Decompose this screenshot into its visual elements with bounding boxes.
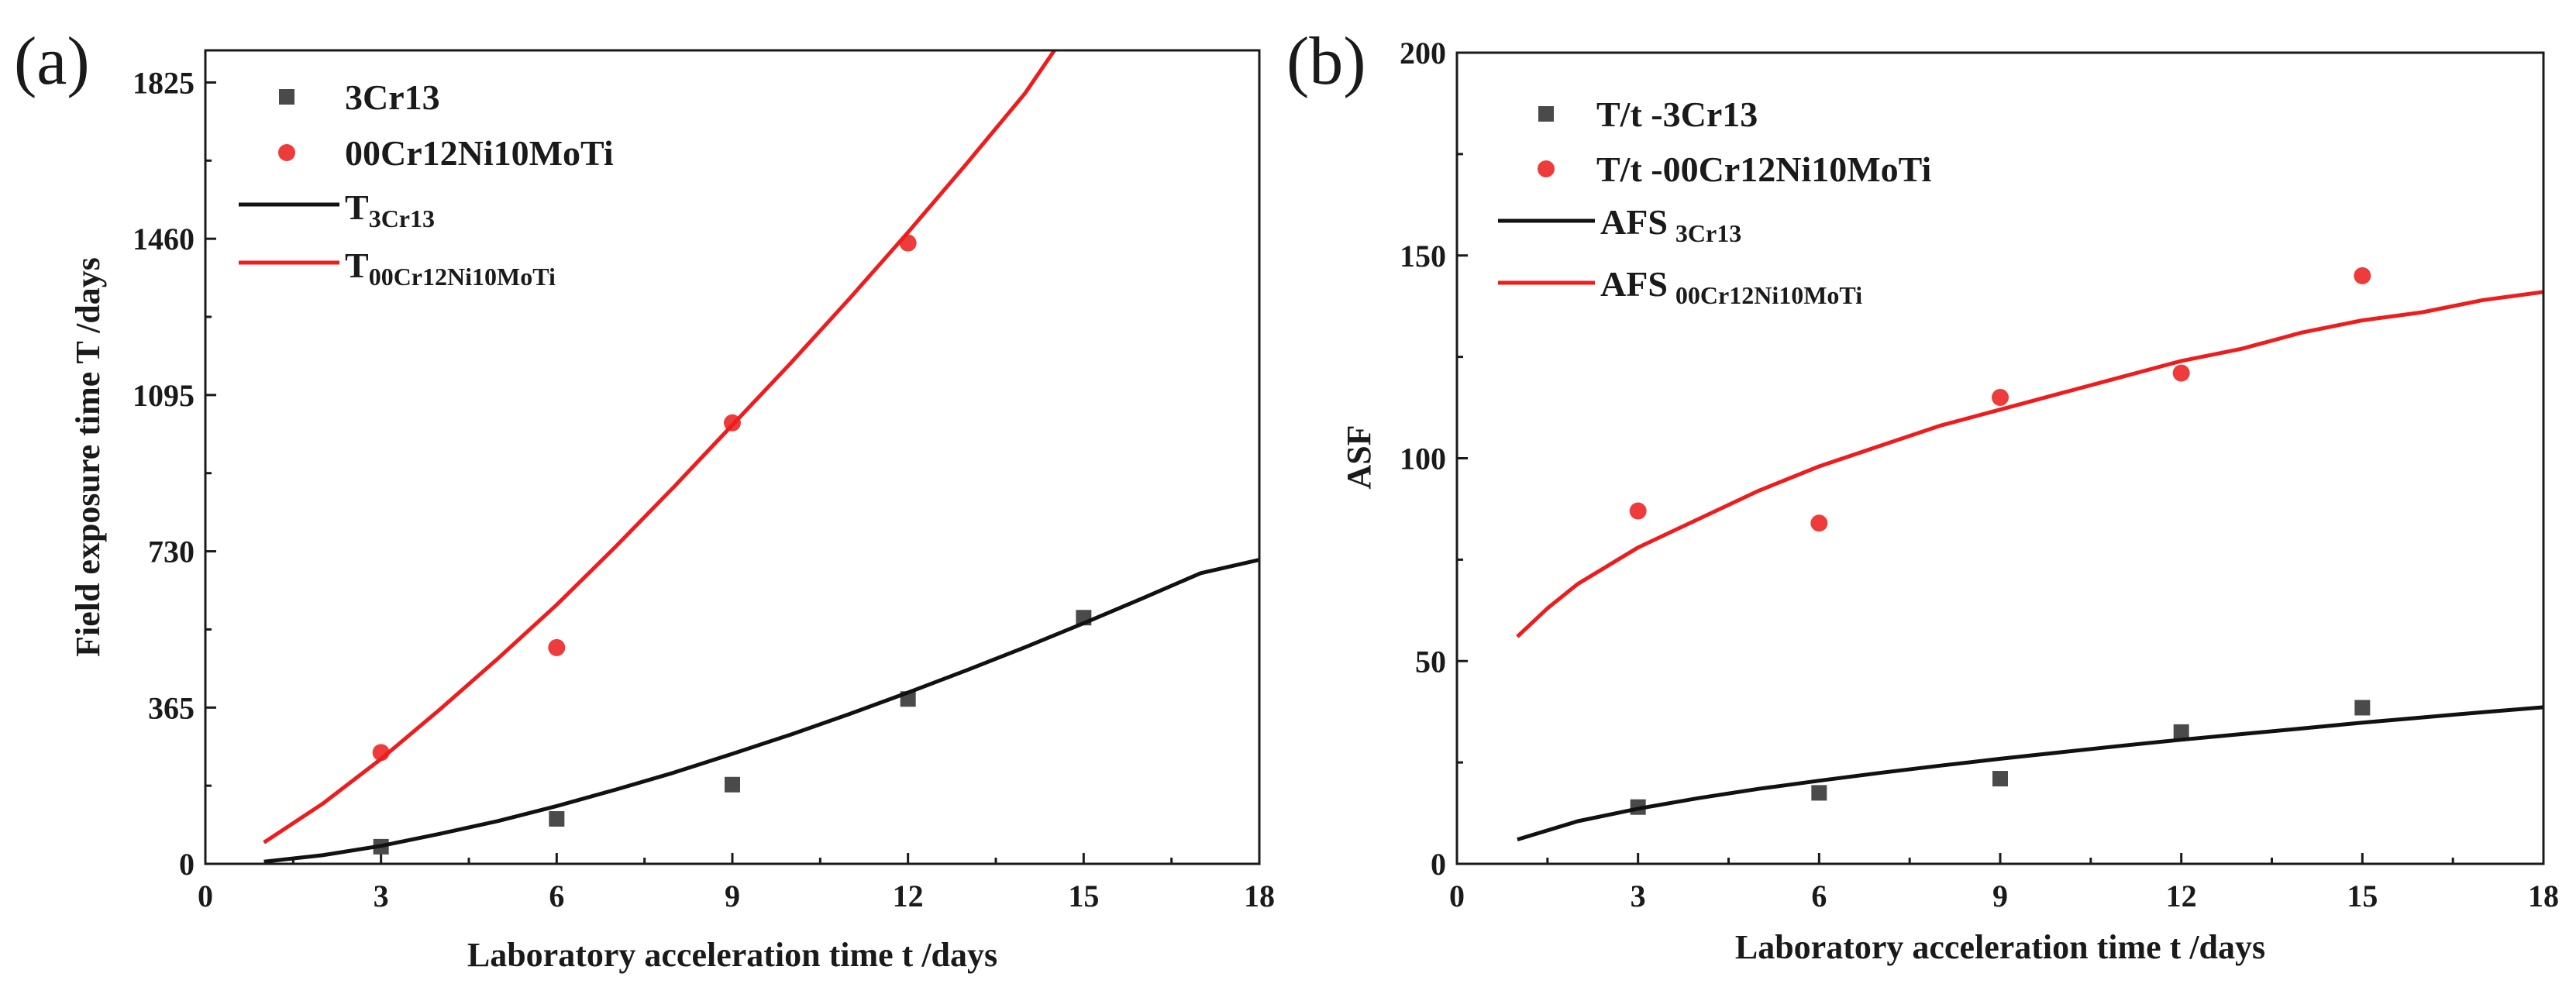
data-point-t-t-00cr12ni10moti [1629,502,1647,520]
fit-line-afs-00cr12ni10moti [1516,290,2543,638]
x-tick-label: 0 [1449,879,1465,913]
data-point-3cr13 [549,810,565,827]
y-tick-label: 200 [1400,36,1446,71]
legend-marker-tt-00cr12 [1538,160,1555,177]
panel-b-x-title: Laboratory acceleration time t /days [1735,928,2265,966]
x-tick-label: 6 [1811,879,1827,913]
y-tick-label: 1095 [133,378,195,413]
panel-a-ticks: 0 3 6 9 12 15 18 0 365 730 1095 1460 1825 [133,65,1275,913]
x-tick-label: 0 [198,879,213,913]
y-tick-label: 150 [1400,239,1446,273]
x-tick-label: 12 [893,879,924,913]
panel-a-plot [263,50,1259,864]
panel-b-frame [1455,51,2545,865]
legend-marker-00cr12 [278,144,295,161]
data-point-t-t-3cr13 [1992,771,2008,787]
x-tick-label: 3 [374,879,389,913]
panel-b-ticks: 0 3 6 9 12 15 18 0 50 100 150 200 [1400,36,2559,913]
legend-label-00cr12: 00Cr12Ni10MoTi [345,133,614,173]
panel-b-y-title: ASF [1340,425,1378,489]
x-tick-label: 18 [2528,879,2559,913]
legend-marker-3cr13 [279,89,294,105]
data-point-3cr13 [725,776,740,793]
y-tick-label: 0 [1431,847,1446,882]
x-tick-label: 9 [725,879,740,913]
fit-line-t-00cr12ni10moti [263,50,1056,844]
x-tick-label: 15 [2347,879,2378,913]
panel-label-a: (a) [14,24,90,99]
x-tick-label: 12 [2166,879,2197,913]
y-tick-label: 1460 [133,222,195,256]
legend-label-t-3cr13: T3Cr13 [345,187,435,232]
panel-a-y-title: Field exposure time T /days [69,257,107,657]
legend-label-tt-3cr13: T/t -3Cr13 [1596,95,1758,134]
panel-a-x-title: Laboratory acceleration time t /days [467,936,997,974]
x-tick-label: 6 [549,879,564,913]
fit-line-t-3cr13 [263,558,1259,864]
legend-marker-tt-3cr13 [1538,106,1554,122]
panel-a-legend: 3Cr13 00Cr12Ni10MoTi T3Cr13 T00Cr12Ni10M… [239,77,614,291]
data-point-t-t-00cr12ni10moti [1992,388,2009,406]
y-tick-label: 50 [1415,644,1446,679]
y-tick-label: 0 [179,847,195,882]
data-point-t-t-3cr13 [2173,724,2189,740]
data-point-t-t-00cr12ni10moti [2354,267,2371,284]
legend-label-afs-00cr12: AFS 00Cr12Ni10MoTi [1600,264,1862,309]
panel-b-plot [1516,267,2543,841]
fit-line-afs-3cr13 [1517,705,2543,841]
legend-label-afs-3cr13: AFS 3Cr13 [1600,202,1741,247]
panel-a-frame [204,49,1261,865]
x-tick-label: 9 [1992,879,2008,913]
data-point-t-t-00cr12ni10moti [2172,364,2190,382]
panel-label-b: (b) [1286,24,1366,99]
x-tick-label: 15 [1068,879,1099,913]
x-tick-label: 18 [1244,879,1275,913]
y-tick-label: 1825 [133,65,195,100]
y-tick-label: 730 [148,535,195,569]
panel-b: (b) 0 3 6 9 12 15 18 0 50 100 150 200 Laboratory ac… [1286,24,2559,966]
legend-label-3cr13: 3Cr13 [345,77,440,117]
legend-label-tt-00cr12: T/t -00Cr12Ni10MoTi [1596,150,1932,189]
data-point-00cr12ni10moti [548,638,566,656]
data-point-t-t-3cr13 [1811,785,1827,801]
y-tick-label: 100 [1400,442,1446,476]
x-tick-label: 3 [1631,879,1646,913]
data-point-t-t-3cr13 [2354,700,2371,716]
panel-b-legend: T/t -3Cr13 T/t -00Cr12Ni10MoTi AFS 3Cr13 … [1498,95,1932,309]
panel-a: (a) 0 3 6 9 12 15 18 0 365 730 1095 1460 1825 Labora… [14,24,1275,974]
data-point-t-t-00cr12ni10moti [1810,514,1828,532]
legend-label-t-00cr12: T00Cr12Ni10MoTi [345,246,556,291]
y-tick-label: 365 [148,690,195,725]
